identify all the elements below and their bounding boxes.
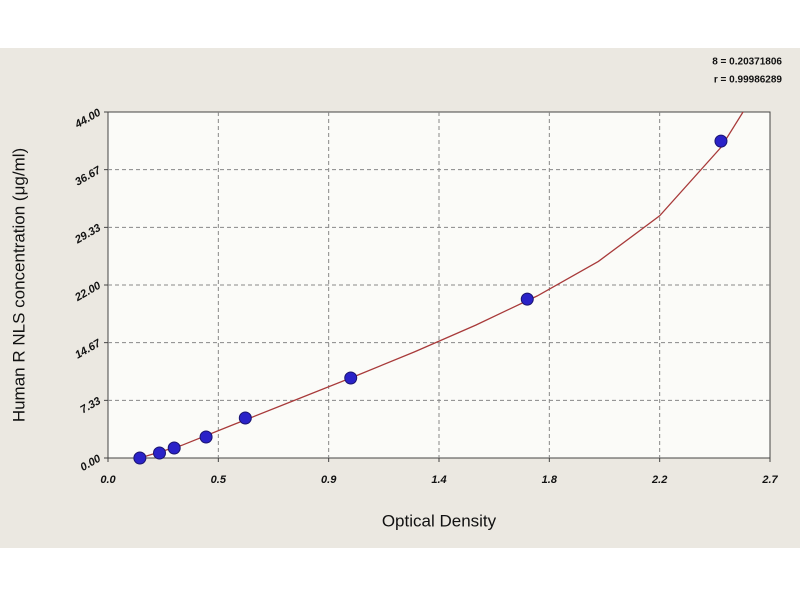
data-point xyxy=(714,134,728,148)
x-tick-label: 2.2 xyxy=(651,474,667,486)
x-tick-label: 0.5 xyxy=(211,474,227,486)
data-point xyxy=(344,371,358,385)
fit-curve xyxy=(139,112,744,458)
x-tick-label: 1.8 xyxy=(542,474,558,486)
data-point xyxy=(199,430,213,444)
x-tick-label: 2.7 xyxy=(761,474,778,486)
data-point xyxy=(133,451,147,465)
x-axis-title: Optical Density xyxy=(382,511,497,530)
x-tick-label: 0.9 xyxy=(321,474,337,486)
data-point xyxy=(167,441,181,455)
data-point xyxy=(152,446,166,460)
data-point xyxy=(238,411,252,425)
annotation: r = 0.99986289 xyxy=(714,75,783,86)
x-tick-label: 0.0 xyxy=(100,474,116,486)
x-tick-label: 1.4 xyxy=(431,474,446,486)
annotation: 8 = 0.20371806 xyxy=(712,57,782,68)
y-axis-title: Human R NLS concentration (μg/ml) xyxy=(9,148,28,422)
data-point xyxy=(520,292,534,306)
